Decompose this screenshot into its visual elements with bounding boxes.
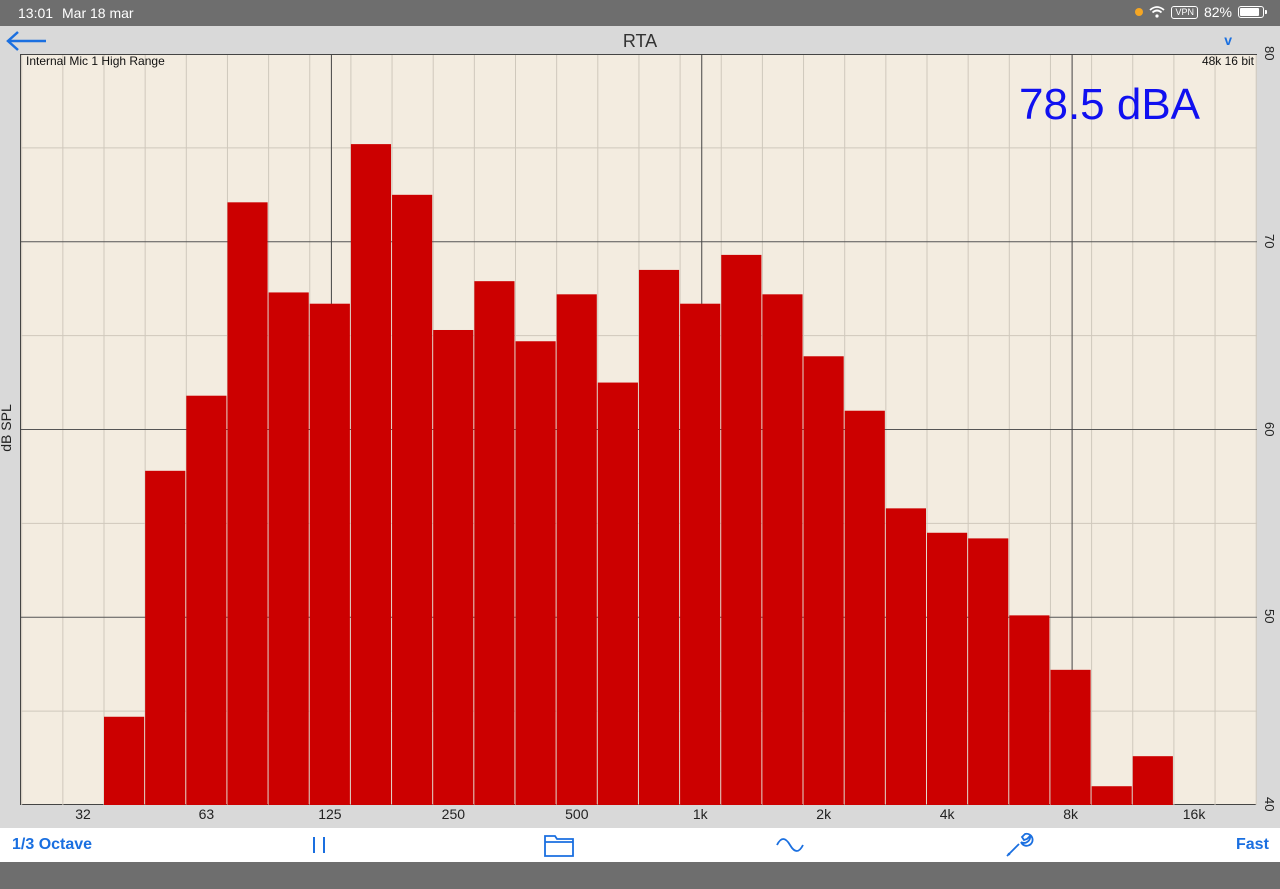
sine-wave-icon: [776, 838, 804, 852]
bar-800: [638, 269, 680, 805]
mic-label: Internal Mic 1 High Range: [26, 54, 165, 68]
bar-100: [268, 292, 309, 805]
x-tick-label: 2k: [816, 806, 832, 822]
bar-63: [186, 395, 227, 805]
wifi-icon: [1149, 6, 1166, 18]
rta-plot: Internal Mic 1 High Range 48k 16 bit 78.…: [20, 54, 1257, 805]
status-bar: 13:01 Mar 18 mar VPN 82%: [0, 0, 1280, 26]
octave-button[interactable]: 1/3 Octave: [12, 828, 92, 862]
weighting-button[interactable]: [775, 828, 805, 862]
x-tick-label: 250: [441, 806, 466, 822]
bar-1.25k: [721, 254, 762, 805]
bar-2k: [803, 356, 844, 805]
vpn-badge: VPN: [1171, 5, 1198, 19]
bar-1.6k: [762, 294, 803, 805]
y-tick-label: 60: [1262, 421, 1277, 436]
settings-button[interactable]: [1003, 828, 1035, 862]
status-indicators: VPN 82%: [1135, 4, 1267, 20]
wrench-icon: [1006, 832, 1034, 857]
pause-button[interactable]: [308, 828, 330, 862]
bar-3.15k: [885, 508, 926, 805]
status-time: 13:01: [18, 5, 54, 21]
sample-rate-label: 48k 16 bit: [1201, 54, 1254, 68]
back-button[interactable]: [4, 28, 48, 54]
bar-630: [597, 382, 638, 805]
back-arrow-icon: [6, 31, 46, 51]
bar-500: [556, 294, 597, 805]
orange-dot-icon: [1135, 8, 1144, 16]
battery-percent: 82%: [1203, 4, 1232, 20]
bar-2.5k: [844, 410, 885, 805]
home-indicator-area: [0, 862, 1280, 889]
y-tick-label: 80: [1262, 46, 1277, 61]
speed-label: Fast: [1236, 836, 1269, 853]
x-tick-label: 32: [75, 806, 91, 822]
pause-icon: [313, 837, 325, 853]
bar-6.3k: [1009, 615, 1050, 805]
spl-reading: 78.5 dBA: [1019, 80, 1201, 129]
x-tick-label: 63: [198, 806, 215, 822]
bottom-toolbar: 1/3 Octave Fast: [0, 828, 1280, 862]
bar-315: [474, 281, 515, 805]
page-title: RTA: [622, 31, 658, 51]
bar-8k: [1050, 669, 1091, 805]
x-tick-label: 125: [318, 806, 342, 822]
bar-200: [392, 194, 433, 805]
y-axis-label: dB SPL: [0, 404, 14, 452]
bar-400: [515, 341, 556, 805]
bar-80: [227, 202, 268, 805]
view-menu-button[interactable]: v: [1224, 32, 1232, 48]
bar-250: [433, 329, 474, 805]
speed-button[interactable]: Fast: [1236, 828, 1269, 862]
x-tick-label: 8k: [1063, 806, 1078, 822]
bar-1k: [680, 303, 721, 805]
bar-50: [145, 470, 186, 805]
bar-40: [104, 716, 145, 805]
x-tick-label: 4k: [939, 806, 955, 822]
bar-10k: [1091, 786, 1132, 805]
x-tick-label: 16k: [1182, 806, 1206, 822]
bar-5k: [968, 538, 1009, 805]
octave-label: 1/3 Octave: [12, 836, 93, 853]
y-tick-label: 70: [1262, 233, 1277, 249]
bar-160: [350, 144, 392, 805]
bar-4k: [927, 532, 968, 805]
bar-125: [309, 303, 350, 805]
rta-chart: [21, 54, 1257, 805]
x-tick-label: 500: [565, 806, 589, 822]
y-tick-label: 40: [1262, 797, 1277, 812]
x-tick-label: 1k: [692, 806, 708, 822]
status-date: Mar 18 mar: [62, 5, 134, 21]
files-button[interactable]: [543, 828, 575, 862]
title-bar: RTA v: [0, 26, 1280, 54]
folder-icon: [544, 835, 574, 857]
bar-12.5k: [1132, 756, 1173, 805]
battery-icon: [1238, 6, 1267, 18]
y-tick-label: 50: [1262, 609, 1277, 624]
